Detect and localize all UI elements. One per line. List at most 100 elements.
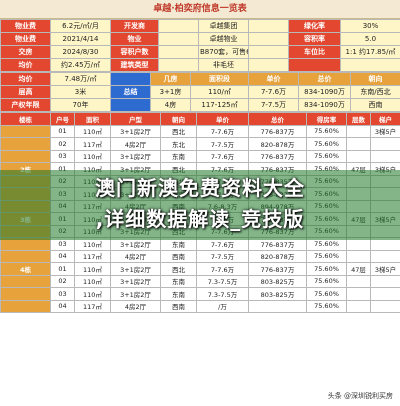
unit-cell: 3+1房2厅 [110,124,161,138]
unit-cell: 3+1房2厅 [110,274,161,288]
unit-cell [248,299,307,313]
unit-cell [346,274,371,288]
units-header-cell: 单价 [196,112,249,126]
unit-cell [370,249,400,263]
unit-cell: 7-7.5万 [196,249,249,263]
unit-cell [0,287,51,301]
info-cell: 2024/8/30 [50,45,111,59]
unit-cell [370,137,400,151]
unit-cell: 776-837万 [248,124,307,138]
unit-cell: 776-837万 [248,149,307,163]
unit-cell: /万 [196,299,249,313]
summary-cell: 3+1房 [150,85,191,99]
unit-cell [370,149,400,163]
unit-cell: 7-7.5万 [196,137,249,151]
unit-cell: 01 [50,262,75,276]
table-row: 01 110㎡ 3+1房2厅 西北 7-7.6万 776-837万 75.60% 3梯5户 [0,124,400,138]
info-cell [248,58,289,72]
summary-cell: 总结 [110,85,151,99]
info-cell [248,45,289,59]
table-row: 02 117㎡ 4房2厅 东北 7-7.5万 820-878万 75.60% [0,137,400,151]
unit-cell: 820-878万 [248,249,307,263]
summary-cell: 产权年限 [0,98,51,112]
summary-cell: 3米 [50,85,111,99]
unit-cell: 西南 [160,249,197,263]
unit-cell: 4栋 [0,262,51,276]
unit-cell: 东北 [160,137,197,151]
unit-cell: 110㎡ [74,124,111,138]
summary-header-cell: 几房 [150,72,191,86]
unit-cell: 04 [50,249,75,263]
unit-cell [346,124,371,138]
unit-cell: 东南 [160,287,197,301]
info-row: 物业费 6.2元/㎡/月 开发商 卓越集团 绿化率 30% [0,19,400,33]
table-row: 4栋 01 110㎡ 3+1房2厅 西北 7-7.6万 776-837万 75.60% 47层 3… [0,262,400,276]
info-cell: 物业 [110,32,159,46]
units-header-row: 楼栋 户号 面积 户型 朝向 单价 总价 得房率 层数 梯户 [0,112,400,126]
info-cell [248,32,289,46]
unit-cell: 4房2厅 [110,299,161,313]
info-table: 物业费 6.2元/㎡/月 开发商 卓越集团 绿化率 30% 物业费 2021/4/14 物业 卓越… [0,19,400,72]
summary-cell: 7-7.6万 [248,85,299,99]
unit-cell: 东南 [160,274,197,288]
info-cell: 物业费 [0,32,51,46]
units-header-cell: 得房率 [306,112,347,126]
unit-cell: 东南 [160,149,197,163]
unit-cell [370,274,400,288]
units-header-cell: 楼栋 [0,112,51,126]
unit-cell: 3梯5户 [370,124,400,138]
unit-cell: 803-825万 [248,287,307,301]
info-cell [288,58,341,72]
summary-header-cell [110,72,151,86]
unit-cell: 01 [50,124,75,138]
info-cell [158,45,199,59]
summary-header-row: 均价 7.48万/㎡ 几房 面积段 单价 总价 朝向 [0,72,400,86]
info-cell: B870套，可售637套 [198,45,249,59]
summary-header-cell: 朝向 [350,72,400,86]
info-cell: 卓越集团 [198,19,249,33]
unit-cell [0,237,51,251]
info-cell: 约2.45万/㎡ [50,58,111,72]
banner-overlay [0,170,400,240]
unit-cell: 7-7.6万 [196,262,249,276]
info-cell: 30% [340,19,400,33]
info-cell: 非毛坯 [198,58,249,72]
summary-row: 产权年限 70年 4房 117-125㎡ 7-7.5万 834-1090万 西南 [0,98,400,112]
unit-cell: 117㎡ [74,299,111,313]
unit-cell [0,149,51,163]
summary-cell: 4房 [150,98,191,112]
unit-cell: 3+1房2厅 [110,149,161,163]
summary-header-cell: 7.48万/㎡ [50,72,111,86]
unit-cell: 西北 [160,124,197,138]
unit-cell [370,299,400,313]
info-cell: 绿化率 [288,19,341,33]
unit-cell [346,249,371,263]
summary-cell: 834-1090万 [298,98,351,112]
unit-cell: 75.60% [306,299,347,313]
info-cell [248,19,289,33]
unit-cell: 117㎡ [74,249,111,263]
unit-cell: 西北 [160,262,197,276]
info-cell [158,58,199,72]
info-cell: 2021/4/14 [50,32,111,46]
info-cell: 卓越物业 [198,32,249,46]
unit-cell: 75.60% [306,287,347,301]
units-header-cell: 户型 [110,112,161,126]
summary-cell: 110/㎡ [190,85,249,99]
summary-cell: 层高 [0,85,51,99]
table-row: 04 117㎡ 4房2厅 西南/万 75.60% [0,299,400,313]
unit-cell [0,124,51,138]
unit-cell: 110㎡ [74,262,111,276]
unit-cell: 110㎡ [74,149,111,163]
banner-line-1: 澳门新澳免费资料大全 [95,176,305,200]
units-header-cell: 层数 [346,112,371,126]
summary-table: 均价 7.48万/㎡ 几房 面积段 单价 总价 朝向 层高 3米 总结 3+1房 110/㎡ 7-7.6… [0,72,400,112]
units-header-cell: 户号 [50,112,75,126]
unit-cell: 75.60% [306,249,347,263]
info-cell [158,32,199,46]
info-cell: 容积率 [288,32,341,46]
unit-cell: 776-837万 [248,262,307,276]
summary-cell: 117-125㎡ [190,98,249,112]
